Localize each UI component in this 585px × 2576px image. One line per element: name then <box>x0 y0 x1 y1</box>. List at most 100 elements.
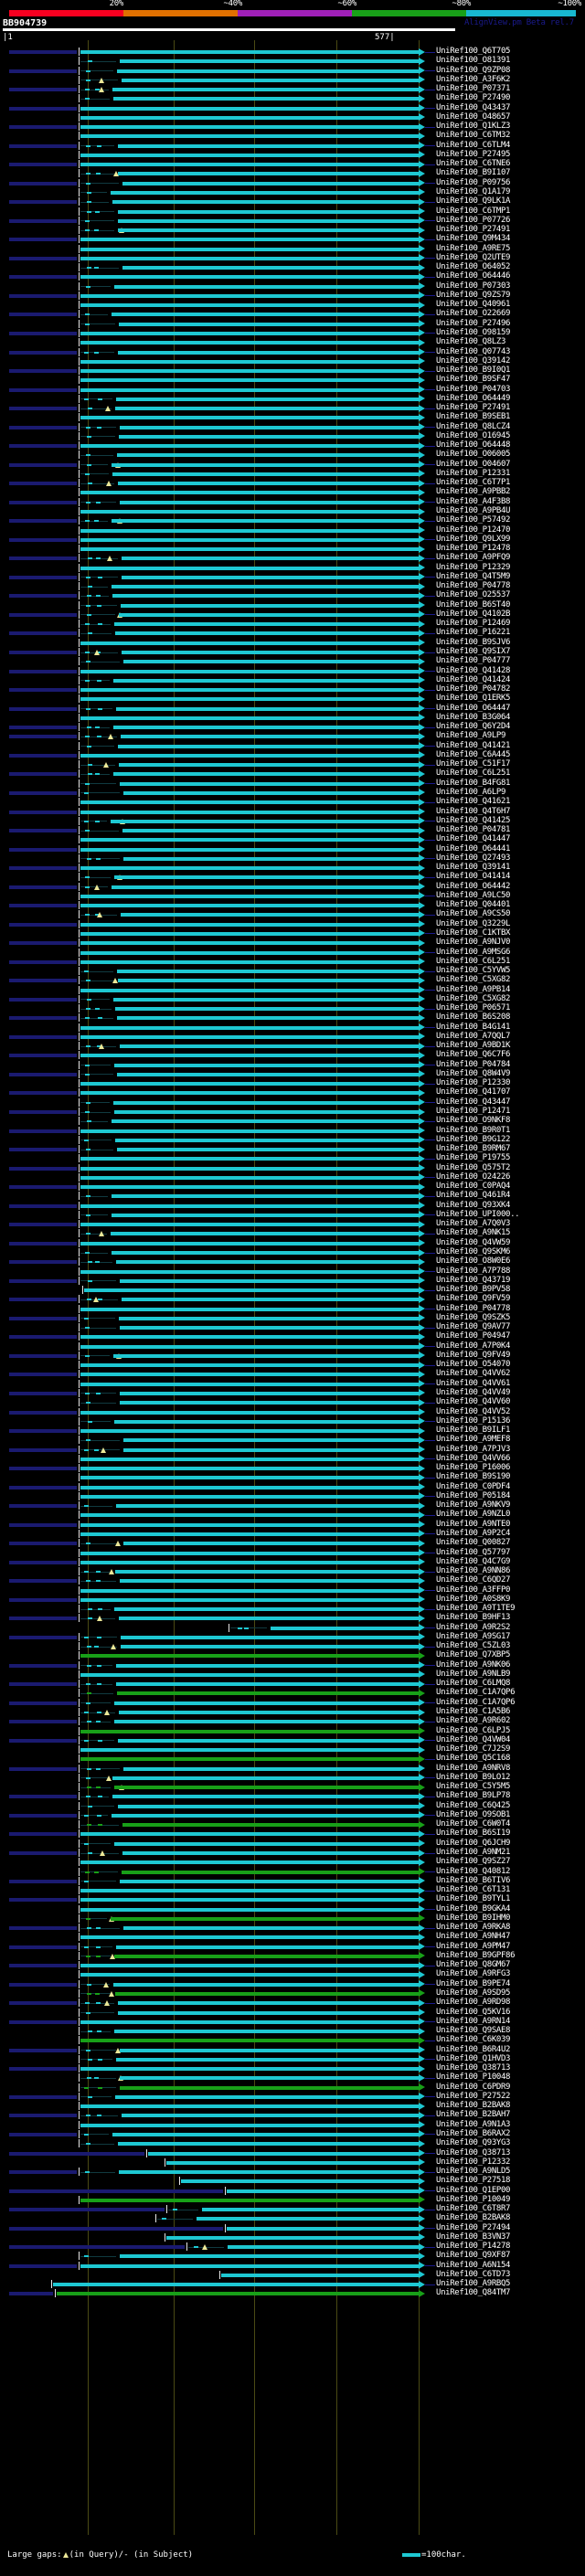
hsp-bar[interactable] <box>80 641 419 645</box>
hsp-bar[interactable] <box>118 228 419 233</box>
hsp-bar[interactable] <box>227 2189 419 2193</box>
table-row[interactable]: UniRef100_Q9SAE8 <box>0 2026 585 2036</box>
list-item[interactable]: UniRef100_P04778 <box>436 581 511 591</box>
list-item[interactable]: UniRef100_Q9ZS79 <box>436 290 511 300</box>
hsp-bar[interactable] <box>119 2170 419 2175</box>
table-row[interactable]: UniRef100_A3F6K2 <box>0 75 585 85</box>
table-row[interactable]: UniRef100_A9R2S2 <box>0 1622 585 1633</box>
table-row[interactable]: UniRef100_Q41424 <box>0 675 585 685</box>
table-row[interactable]: UniRef100_A9T1TE9 <box>0 1604 585 1614</box>
hsp-bar[interactable] <box>80 810 419 814</box>
table-row[interactable]: UniRef100_O64448 <box>0 440 585 451</box>
list-item[interactable]: UniRef100_B9I0Q1 <box>436 366 511 376</box>
hsp-bar[interactable] <box>80 247 419 251</box>
hsp-bar[interactable] <box>112 1813 419 1818</box>
hsp-bar[interactable] <box>123 1542 419 1546</box>
table-row[interactable]: UniRef100_Q4VV62 <box>0 1369 585 1379</box>
hsp-bar[interactable] <box>111 190 419 195</box>
hsp-bar[interactable] <box>122 78 419 82</box>
list-item[interactable]: UniRef100_C6A445 <box>436 749 511 759</box>
hsp-bar[interactable] <box>80 847 419 852</box>
list-item[interactable]: UniRef100_P12470 <box>436 525 511 535</box>
table-row[interactable]: UniRef100_Q93YG3 <box>0 2138 585 2148</box>
table-row[interactable]: UniRef100_A9NN86 <box>0 1566 585 1576</box>
hsp-bar[interactable] <box>80 1513 419 1518</box>
table-row[interactable]: UniRef100_C1A7QP6 <box>0 1698 585 1708</box>
list-item[interactable]: UniRef100_Q38713 <box>436 2063 511 2073</box>
list-item[interactable]: UniRef100_C1A7QP6 <box>436 1688 516 1698</box>
table-row[interactable]: UniRef100_A9RN14 <box>0 2017 585 2027</box>
hsp-bar[interactable] <box>80 1382 419 1386</box>
list-item[interactable]: UniRef100_C6TMP1 <box>436 206 511 216</box>
hsp-bar[interactable] <box>118 979 419 983</box>
hsp-bar[interactable] <box>112 1194 419 1199</box>
list-item[interactable]: UniRef100_Q40961 <box>436 300 511 310</box>
hsp-bar[interactable] <box>227 2226 419 2231</box>
hsp-bar[interactable] <box>112 519 419 524</box>
hsp-bar[interactable] <box>116 1260 419 1265</box>
list-item[interactable]: UniRef100_A9LP9 <box>436 731 506 741</box>
list-item[interactable]: UniRef100_B6SI19 <box>436 1829 511 1839</box>
table-row[interactable]: UniRef100_P07371 <box>0 84 585 94</box>
list-item[interactable]: UniRef100_P27491 <box>436 403 511 413</box>
table-row[interactable]: UniRef100_O25537 <box>0 590 585 600</box>
hsp-bar[interactable] <box>80 566 419 570</box>
list-item[interactable]: UniRef100_A9NN86 <box>436 1566 511 1576</box>
list-item[interactable]: UniRef100_O64441 <box>436 843 511 853</box>
table-row[interactable]: UniRef100_Q41425 <box>0 816 585 826</box>
table-row[interactable]: UniRef100_A9N1A3 <box>0 2120 585 2130</box>
list-item[interactable]: UniRef100_Q6JCH9 <box>436 1838 511 1848</box>
list-item[interactable]: UniRef100_O98159 <box>436 327 511 337</box>
table-row[interactable]: UniRef100_O41414 <box>0 872 585 882</box>
hsp-bar[interactable] <box>120 2076 419 2081</box>
hsp-bar[interactable] <box>80 256 419 260</box>
table-row[interactable]: UniRef100_C1A5B6 <box>0 1707 585 1717</box>
table-row[interactable]: UniRef100_O98159 <box>0 327 585 338</box>
hsp-bar[interactable] <box>80 1485 419 1489</box>
table-row[interactable]: UniRef100_Q9ZP08 <box>0 66 585 76</box>
hsp-bar[interactable] <box>117 69 419 73</box>
list-item[interactable]: UniRef100_Q1EP00 <box>436 2185 511 2195</box>
list-item[interactable]: UniRef100_Q00827 <box>436 1538 511 1548</box>
table-row[interactable]: UniRef100_Q5KV16 <box>0 2008 585 2018</box>
list-item[interactable]: UniRef100_A7P0K4 <box>436 1341 511 1351</box>
hsp-bar[interactable] <box>114 1786 419 1790</box>
list-item[interactable]: UniRef100_Q4VV66 <box>436 1453 511 1463</box>
hsp-bar[interactable] <box>113 1100 419 1105</box>
list-item[interactable]: UniRef100_A9NKV9 <box>436 1500 511 1511</box>
table-row[interactable]: UniRef100_Q9FV59 <box>0 1294 585 1304</box>
table-row[interactable]: UniRef100_B9LO12 <box>0 1773 585 1783</box>
list-item[interactable]: UniRef100_O9SOB1 <box>436 1809 511 1819</box>
table-row[interactable]: UniRef100_B2BAH7 <box>0 2110 585 2120</box>
table-row[interactable]: UniRef100_P04778 <box>0 1304 585 1314</box>
hsp-bar[interactable] <box>114 622 419 627</box>
hsp-bar[interactable] <box>80 1597 419 1602</box>
table-row[interactable]: UniRef100_A9NJV0 <box>0 938 585 948</box>
hsp-bar[interactable] <box>114 1063 419 1067</box>
table-row[interactable]: UniRef100_A9NTE0 <box>0 1520 585 1530</box>
hsp-bar[interactable] <box>80 2123 419 2127</box>
list-item[interactable]: UniRef100_O8W0E6 <box>436 1256 511 1267</box>
list-item[interactable]: UniRef100_O54070 <box>436 1360 511 1370</box>
table-row[interactable]: UniRef100_C6TNE6 <box>0 159 585 169</box>
table-row[interactable]: UniRef100_Q40961 <box>0 300 585 310</box>
table-row[interactable]: UniRef100_Q9FV49 <box>0 1351 585 1361</box>
list-item[interactable]: UniRef100_Q9M434 <box>436 234 511 244</box>
list-item[interactable]: UniRef100_Q575T2 <box>436 1162 511 1172</box>
list-item[interactable]: UniRef100_Q1KLZ3 <box>436 122 511 132</box>
list-item[interactable]: UniRef100_Q57797 <box>436 1547 511 1557</box>
table-row[interactable]: UniRef100_C5XG82 <box>0 994 585 1004</box>
table-row[interactable]: UniRef100_O54070 <box>0 1360 585 1370</box>
list-item[interactable]: UniRef100_A9R2S2 <box>436 1622 511 1632</box>
hsp-bar[interactable] <box>119 1617 419 1621</box>
list-item[interactable]: UniRef100_A9R602 <box>436 1716 511 1726</box>
list-item[interactable]: UniRef100_Q9SKM6 <box>436 1247 511 1256</box>
list-item[interactable]: UniRef100_O48657 <box>436 111 511 122</box>
table-row[interactable]: UniRef100_P27496 <box>0 319 585 329</box>
list-item[interactable]: UniRef100_Q3229L <box>436 918 511 928</box>
table-row[interactable]: UniRef100_B9R0T1 <box>0 1126 585 1136</box>
table-row[interactable]: UniRef100_Q9SZK5 <box>0 1313 585 1323</box>
table-row[interactable]: UniRef100_Q1EP00 <box>0 2185 585 2196</box>
hsp-bar[interactable] <box>117 453 419 458</box>
list-item[interactable]: UniRef100_B2BAK8 <box>436 2213 511 2223</box>
